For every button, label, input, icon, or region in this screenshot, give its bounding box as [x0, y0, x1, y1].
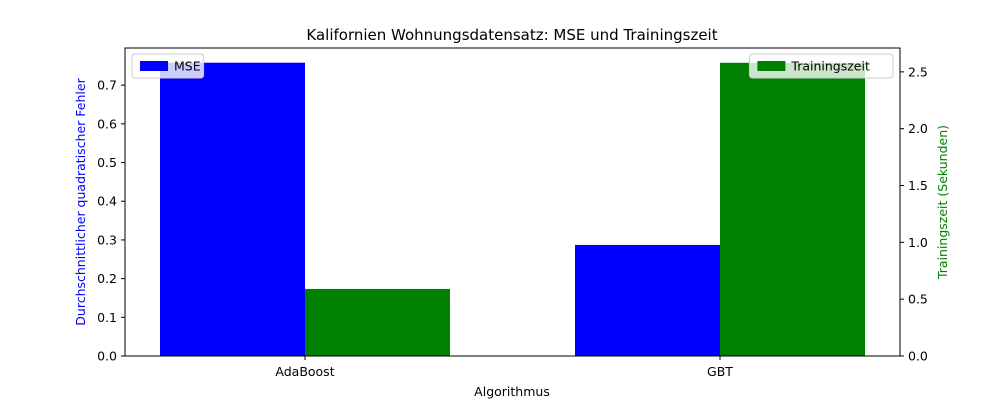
y-left-tick-label: 0.1: [97, 310, 117, 325]
y-right-axis-label: Trainingszeit (Sekunden): [935, 125, 950, 280]
y-right-tick-label: 2.0: [908, 121, 928, 136]
legend-box-trainingszeit: [748, 53, 894, 79]
ticks-layer: AdaBoost GBT 0.0 0.1 0.2 0.3 0.4 0.5 0.6 0.7 0.0 0.…: [97, 64, 928, 379]
bar-mse-gbt: [575, 244, 720, 356]
y-left-tick-label: 0.3: [97, 232, 117, 247]
y-right-tick-label: 1.0: [908, 235, 928, 250]
legend-label-trainingszeit: Trainingszeit: [790, 59, 870, 74]
x-tick-label: AdaBoost: [275, 364, 334, 379]
y-right-tick-label: 0.5: [908, 292, 928, 307]
y-right-tick-label: 1.5: [908, 178, 928, 193]
legend-label-mse: MSE: [174, 59, 201, 74]
y-left-tick-label: 0.5: [97, 155, 117, 170]
legend-swatch-mse: [140, 61, 168, 71]
x-tick-label: GBT: [707, 364, 733, 379]
y-right-tick-label: 0.0: [908, 349, 928, 364]
legend-layer: MSE Trainingszeit: [131, 53, 894, 79]
y-left-tick-label: 0.2: [97, 271, 117, 286]
chart-title: Kalifornien Wohnungsdatensatz: MSE und T…: [306, 26, 717, 44]
x-axis-label: Algorithmus: [474, 384, 550, 399]
y-left-axis-label: Durchschnittlicher quadratischer Fehler: [73, 77, 88, 325]
y-left-tick-label: 0.6: [97, 116, 117, 131]
bar-mse-adaboost: [160, 62, 305, 356]
bars-layer: [160, 62, 865, 357]
y-left-tick-label: 0.0: [97, 349, 117, 364]
y-left-tick-label: 0.4: [97, 194, 117, 209]
plot-frame: [124, 47, 901, 357]
y-left-tick-label: 0.7: [97, 78, 117, 93]
bar-trainingszeit-gbt: [720, 62, 865, 357]
y-right-tick-label: 2.5: [908, 64, 928, 79]
bar-trainingszeit-adaboost: [305, 288, 450, 356]
legend-swatch-trainingszeit: [757, 61, 786, 71]
